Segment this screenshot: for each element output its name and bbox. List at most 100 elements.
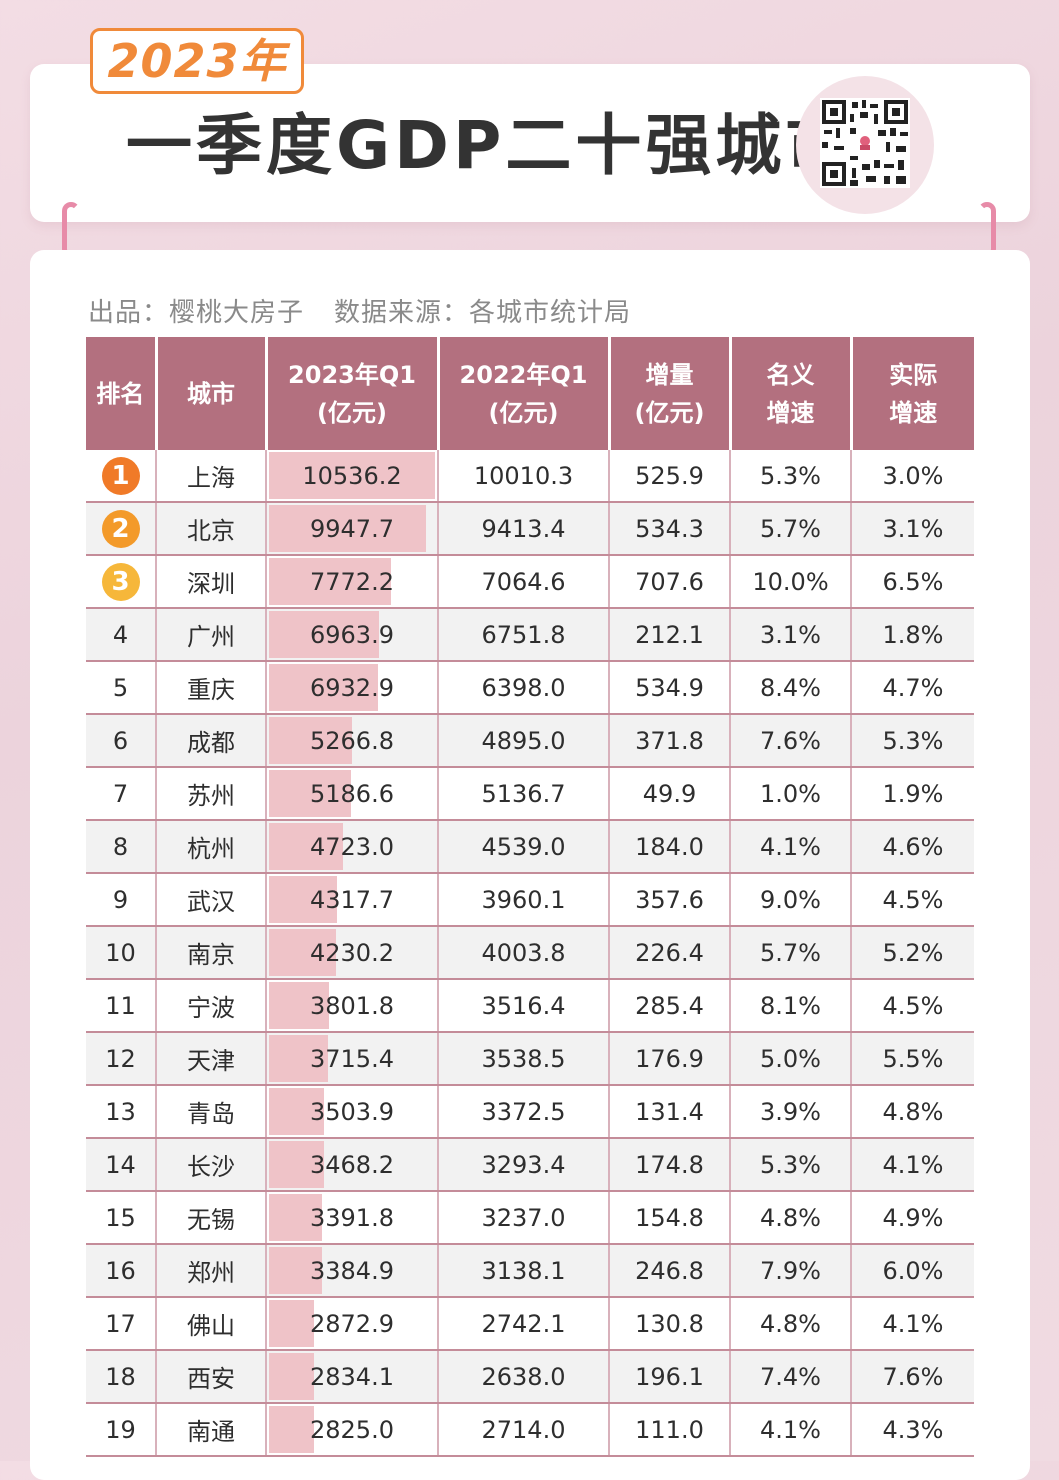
cell-q1-2022: 10010.3 <box>438 450 610 503</box>
gdp-ranking-table: 排名 城市 2023年Q1 (亿元) 2022年Q1 (亿元) 增量 (亿元) 名义 增速 实际 增速… <box>86 337 974 1457</box>
cell-rank: 15 <box>86 1191 157 1245</box>
gdp-bar <box>269 1141 324 1188</box>
cell-q1-2023: 6963.9 <box>266 608 439 662</box>
cell-increase: 49.9 <box>609 767 731 821</box>
cell-city: 杭州 <box>156 820 267 874</box>
table-row: 13 青岛 3503.9 3372.5 131.4 3.9% 4.8% <box>86 1085 974 1139</box>
cell-q1-2023: 5266.8 <box>266 714 439 768</box>
column-header-label: 排名 <box>96 379 145 408</box>
cell-increase: 534.3 <box>609 502 731 556</box>
table-row: 3 深圳 7772.2 7064.6 707.6 10.0% 6.5% <box>86 555 974 609</box>
cell-rank: 1 <box>86 450 157 503</box>
cell-increase: 212.1 <box>609 608 731 662</box>
cell-nominal: 4.8% <box>730 1297 852 1351</box>
cell-city: 成都 <box>156 714 267 768</box>
cell-increase: 534.9 <box>609 661 731 715</box>
cell-rank: 17 <box>86 1297 157 1351</box>
cell-nominal: 7.9% <box>730 1244 852 1298</box>
cell-q1-2022: 3372.5 <box>438 1085 610 1139</box>
cell-increase: 176.9 <box>609 1032 731 1086</box>
column-header-nominal-growth: 名义 增速 <box>730 337 853 450</box>
cell-rank: 3 <box>86 555 157 609</box>
table-row: 10 南京 4230.2 4003.8 226.4 5.7% 5.2% <box>86 926 974 980</box>
column-header-sublabel: (亿元) <box>488 398 559 427</box>
gdp-bar <box>269 929 336 976</box>
cell-q1-2023: 3715.4 <box>266 1032 439 1086</box>
column-header-label: 增量 <box>645 360 694 389</box>
cell-city: 郑州 <box>156 1244 267 1298</box>
cell-real: 4.7% <box>851 661 974 715</box>
gdp-bar <box>269 452 435 499</box>
cell-rank: 11 <box>86 979 157 1033</box>
cell-nominal: 9.0% <box>730 873 852 927</box>
column-header-sublabel: 增速 <box>889 398 938 427</box>
cell-city: 西安 <box>156 1350 267 1404</box>
cell-increase: 226.4 <box>609 926 731 980</box>
cell-nominal: 5.3% <box>730 1138 852 1192</box>
gdp-bar <box>269 1035 328 1082</box>
table-row: 2 北京 9947.7 9413.4 534.3 5.7% 3.1% <box>86 502 974 556</box>
column-header-city: 城市 <box>156 337 268 450</box>
column-header-label: 2022年Q1 <box>459 360 588 389</box>
cell-q1-2022: 4895.0 <box>438 714 610 768</box>
cell-q1-2022: 4539.0 <box>438 820 610 874</box>
cell-q1-2023: 7772.2 <box>266 555 439 609</box>
gdp-value: 4723.0 <box>310 832 394 861</box>
column-header-label: 实际 <box>889 360 938 389</box>
qr-code-badge <box>796 76 934 214</box>
cell-real: 4.5% <box>851 979 974 1033</box>
cell-nominal: 5.7% <box>730 926 852 980</box>
cell-nominal: 7.6% <box>730 714 852 768</box>
cell-nominal: 3.1% <box>730 608 852 662</box>
cell-city: 佛山 <box>156 1297 267 1351</box>
gdp-bar <box>269 770 351 817</box>
cell-rank: 10 <box>86 926 157 980</box>
cell-increase: 196.1 <box>609 1350 731 1404</box>
gdp-bar <box>269 1194 322 1241</box>
cell-nominal: 3.9% <box>730 1085 852 1139</box>
table-header-row: 排名 城市 2023年Q1 (亿元) 2022年Q1 (亿元) 增量 (亿元) 名义 增速 实际 增速 <box>86 337 974 450</box>
cell-q1-2022: 3293.4 <box>438 1138 610 1192</box>
gdp-value: 9947.7 <box>310 514 394 543</box>
cell-real: 3.1% <box>851 502 974 556</box>
cell-q1-2023: 2825.0 <box>266 1403 439 1457</box>
cell-real: 6.5% <box>851 555 974 609</box>
cell-increase: 246.8 <box>609 1244 731 1298</box>
cell-increase: 184.0 <box>609 820 731 874</box>
cell-rank: 12 <box>86 1032 157 1086</box>
table-row: 6 成都 5266.8 4895.0 371.8 7.6% 5.3% <box>86 714 974 768</box>
cell-nominal: 4.1% <box>730 820 852 874</box>
gdp-bar <box>269 1247 322 1294</box>
cell-real: 5.3% <box>851 714 974 768</box>
gdp-value: 4230.2 <box>310 938 394 967</box>
table-row: 7 苏州 5186.6 5136.7 49.9 1.0% 1.9% <box>86 767 974 821</box>
gdp-value: 3384.9 <box>310 1256 394 1285</box>
cell-city: 上海 <box>156 450 267 503</box>
rank-medal-icon: 1 <box>101 456 140 495</box>
table-row: 1 上海 10536.2 10010.3 525.9 5.3% 3.0% <box>86 450 974 503</box>
cell-q1-2022: 7064.6 <box>438 555 610 609</box>
table-row: 4 广州 6963.9 6751.8 212.1 3.1% 1.8% <box>86 608 974 662</box>
cell-q1-2022: 3538.5 <box>438 1032 610 1086</box>
gdp-value: 10536.2 <box>302 461 402 490</box>
cell-rank: 16 <box>86 1244 157 1298</box>
column-header-q1-2022: 2022年Q1 (亿元) <box>438 337 611 450</box>
cell-nominal: 8.4% <box>730 661 852 715</box>
gdp-value: 2872.9 <box>310 1309 394 1338</box>
cell-increase: 285.4 <box>609 979 731 1033</box>
gdp-value: 7772.2 <box>310 567 394 596</box>
cell-nominal: 8.1% <box>730 979 852 1033</box>
cell-nominal: 4.8% <box>730 1191 852 1245</box>
cell-real: 4.3% <box>851 1403 974 1457</box>
cell-real: 1.8% <box>851 608 974 662</box>
cell-q1-2022: 3237.0 <box>438 1191 610 1245</box>
gdp-value: 3801.8 <box>310 991 394 1020</box>
gdp-bar <box>269 1406 314 1453</box>
cell-city: 长沙 <box>156 1138 267 1192</box>
gdp-bar <box>269 505 426 552</box>
cell-q1-2022: 2742.1 <box>438 1297 610 1351</box>
cell-increase: 111.0 <box>609 1403 731 1457</box>
cell-q1-2022: 6398.0 <box>438 661 610 715</box>
gdp-bar <box>269 982 329 1029</box>
gdp-bar <box>269 664 378 711</box>
